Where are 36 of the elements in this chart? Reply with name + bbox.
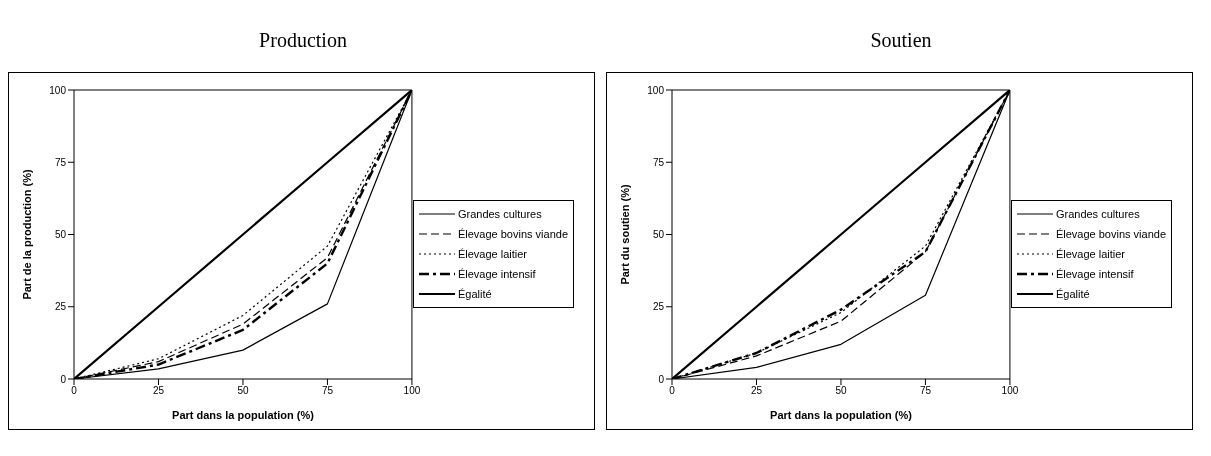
legend-label: Élevage laitier bbox=[1055, 248, 1126, 260]
y-tick-label: 0 bbox=[60, 373, 67, 385]
x-tick-label: 0 bbox=[669, 385, 676, 397]
legend-label: Élevage bovins viande bbox=[457, 228, 568, 240]
legend-label: Élevage bovins viande bbox=[1055, 228, 1166, 240]
x-tick-label: 75 bbox=[919, 385, 932, 397]
x-tick-label: 100 bbox=[1001, 385, 1019, 397]
x-axis-title: Part dans la population (%) bbox=[770, 409, 913, 421]
chart-title: Production bbox=[258, 28, 348, 53]
x-tick-label: 25 bbox=[152, 385, 165, 397]
y-tick-label: 100 bbox=[49, 84, 67, 96]
y-tick-label: 100 bbox=[647, 84, 665, 96]
x-tick-label: 25 bbox=[750, 385, 763, 397]
legend-label: Élevage intensif bbox=[1055, 268, 1134, 280]
y-tick-label: 75 bbox=[54, 156, 67, 168]
x-tick-label: 50 bbox=[237, 385, 249, 397]
y-tick-label: 50 bbox=[652, 229, 665, 241]
y-tick-label: 0 bbox=[658, 373, 665, 385]
legend-label: Élevage laitier bbox=[457, 248, 528, 260]
x-axis-title: Part dans la population (%) bbox=[172, 409, 315, 421]
y-axis-title: Part de la production (%) bbox=[20, 169, 33, 300]
legend-label: Élevage intensif bbox=[457, 268, 536, 280]
y-tick-label: 50 bbox=[54, 229, 67, 241]
legend-label: Grandes cultures bbox=[1055, 208, 1140, 220]
y-tick-label: 75 bbox=[652, 156, 665, 168]
y-tick-label: 25 bbox=[652, 301, 665, 313]
legend-label: Grandes cultures bbox=[457, 208, 542, 220]
x-tick-label: 50 bbox=[835, 385, 847, 397]
x-tick-label: 0 bbox=[71, 385, 78, 397]
x-tick-label: 100 bbox=[403, 385, 421, 397]
y-tick-label: 25 bbox=[54, 301, 67, 313]
legend-label: Égalité bbox=[457, 288, 492, 300]
x-tick-label: 75 bbox=[321, 385, 334, 397]
chart-title: Soutien bbox=[869, 28, 933, 53]
legend-label: Égalité bbox=[1055, 288, 1090, 300]
y-axis-title: Part du soutien (%) bbox=[618, 184, 631, 285]
